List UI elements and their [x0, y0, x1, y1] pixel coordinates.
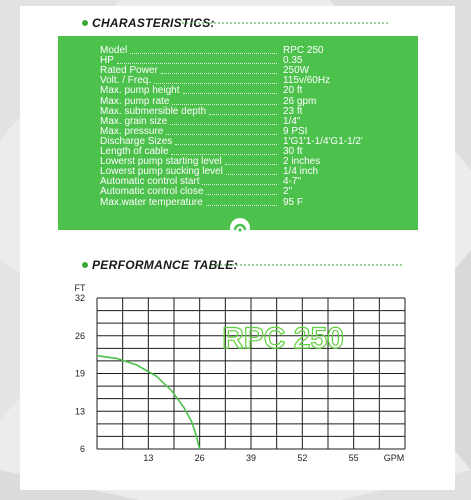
- spec-value: RPC 250: [283, 45, 324, 56]
- spec-leader: [224, 164, 277, 166]
- spec-row: Volt. / Freq. 115v/60Hz: [100, 76, 410, 86]
- x-tick-label: 55: [349, 453, 359, 463]
- y-tick-labels: 32 26 19 13 6: [75, 293, 85, 454]
- spec-row: Length of cable 30 ft: [100, 147, 410, 157]
- spec-label: Max. pressure: [100, 125, 164, 137]
- y-axis-unit: FT: [75, 283, 86, 293]
- spec-label: Length of cable: [100, 146, 169, 157]
- chart-grid: [96, 297, 406, 450]
- refresh-icon: [233, 223, 247, 232]
- x-axis-unit: GPM: [384, 453, 405, 463]
- spec-value: 0.35: [283, 55, 303, 67]
- performance-curve: [96, 354, 201, 450]
- x-tick-label: 26: [195, 453, 205, 463]
- spec-row: Max. grain size 1/4": [100, 115, 410, 127]
- spec-label: Rated Power: [100, 65, 158, 77]
- spec-leader: [202, 184, 277, 186]
- spec-leader: [205, 204, 277, 206]
- spec-label: Lowerst pump sucking level: [100, 166, 223, 178]
- spec-label: Automatic control close: [100, 186, 204, 198]
- spec-row: Max. pump height 20 ft: [100, 86, 410, 96]
- pump-badge: [230, 218, 250, 238]
- spec-leader: [182, 93, 277, 95]
- spec-row: Max. submersible depth 23 ft: [100, 105, 410, 117]
- spec-value: 23 ft: [283, 105, 303, 117]
- spec-label: Automatic control start: [100, 176, 200, 188]
- spec-row: Lowerst pump starting level 2 inches: [100, 157, 410, 167]
- spec-value: 1/4 inch: [283, 166, 319, 178]
- y-tick-label: 32: [75, 293, 85, 303]
- spec-value: 30 ft: [283, 146, 303, 157]
- spec-row: HP 0.35: [100, 56, 410, 66]
- spec-row: Rated Power 250W: [100, 66, 410, 76]
- spec-value: 115v/60Hz: [283, 75, 331, 87]
- spec-value: 26 gpm: [283, 95, 317, 107]
- x-tick-labels: 13 26 39 52 55: [143, 453, 358, 463]
- spec-leader: [209, 113, 277, 115]
- spec-row: Automatic control start 4-7": [100, 177, 410, 187]
- y-tick-label: 26: [75, 331, 85, 341]
- spec-value: 4-7": [283, 176, 302, 188]
- spec-row: Model RPC 250: [100, 46, 410, 56]
- x-tick-label: 52: [297, 453, 307, 463]
- spec-label: Lowerst pump starting level: [100, 156, 222, 168]
- characteristics-box: Model RPC 250 HP 0.35 Rated Power 250W Volt. /…: [58, 36, 418, 238]
- spec-value: 20 ft: [283, 85, 303, 97]
- spec-row: Max.water temperature 95 F: [100, 196, 410, 208]
- section-bullet: [82, 262, 88, 268]
- spec-label: Model: [100, 45, 128, 56]
- spec-label: Volt. / Freq.: [100, 75, 152, 87]
- spec-leader: [172, 103, 277, 105]
- spec-label: Max. submersible depth: [100, 105, 207, 117]
- spec-label: Max. grain size: [100, 115, 168, 127]
- spec-value: 9 PSI: [283, 125, 308, 137]
- spec-label: Discharge Sizes: [100, 135, 173, 147]
- spec-leader: [170, 123, 277, 125]
- y-tick-label: 19: [75, 369, 85, 379]
- spec-leader: [166, 133, 277, 135]
- spec-sheet-panel: CHARASTERISTICS: Model RPC 250 HP 0.35 Rated…: [20, 6, 455, 490]
- x-tick-label: 39: [246, 453, 256, 463]
- spec-leader: [175, 143, 277, 145]
- spec-row: Max. pressure 9 PSI: [100, 125, 410, 137]
- spec-row: Discharge Sizes 1'G1'1-1/4'G1-1/2': [100, 135, 410, 147]
- spec-value: 2 inches: [283, 156, 321, 168]
- spec-label: HP: [100, 55, 114, 67]
- spec-value: 95 F: [283, 196, 304, 208]
- spec-label: Max. pump height: [100, 85, 180, 97]
- spec-row: Max. pump rate 26 gpm: [100, 95, 410, 107]
- spec-leader: [206, 194, 277, 196]
- spec-value: 1/4": [283, 115, 301, 127]
- spec-value: 1'G1'1-1/4'G1-1/2': [283, 135, 363, 147]
- spec-value: 2": [283, 186, 293, 198]
- x-tick-label: 13: [143, 453, 153, 463]
- spec-value: 250W: [283, 65, 310, 77]
- spec-leader: [116, 63, 277, 65]
- spec-label: Max.water temperature: [100, 196, 203, 208]
- model-watermark: RPC 250: [222, 322, 344, 355]
- characteristics-title: CHARASTERISTICS:: [92, 16, 215, 30]
- spec-label: Max. pump rate: [100, 95, 170, 107]
- spec-leader: [154, 83, 277, 85]
- spec-leader: [130, 53, 277, 54]
- spec-row: Lowerst pump sucking level 1/4 inch: [100, 167, 410, 177]
- y-tick-label: 6: [80, 444, 85, 454]
- spec-leader: [225, 174, 277, 176]
- spec-leader: [160, 73, 277, 75]
- spec-leader: [171, 154, 277, 155]
- y-tick-label: 13: [75, 406, 85, 416]
- spec-row: Automatic control close 2": [100, 187, 410, 197]
- performance-title: PERFORMANCE TABLE:: [92, 258, 238, 272]
- section-bullet: [82, 20, 88, 26]
- performance-chart: FT GPM 32 26 19 13 6 13 26 39 52 55 RPC 250: [75, 283, 406, 463]
